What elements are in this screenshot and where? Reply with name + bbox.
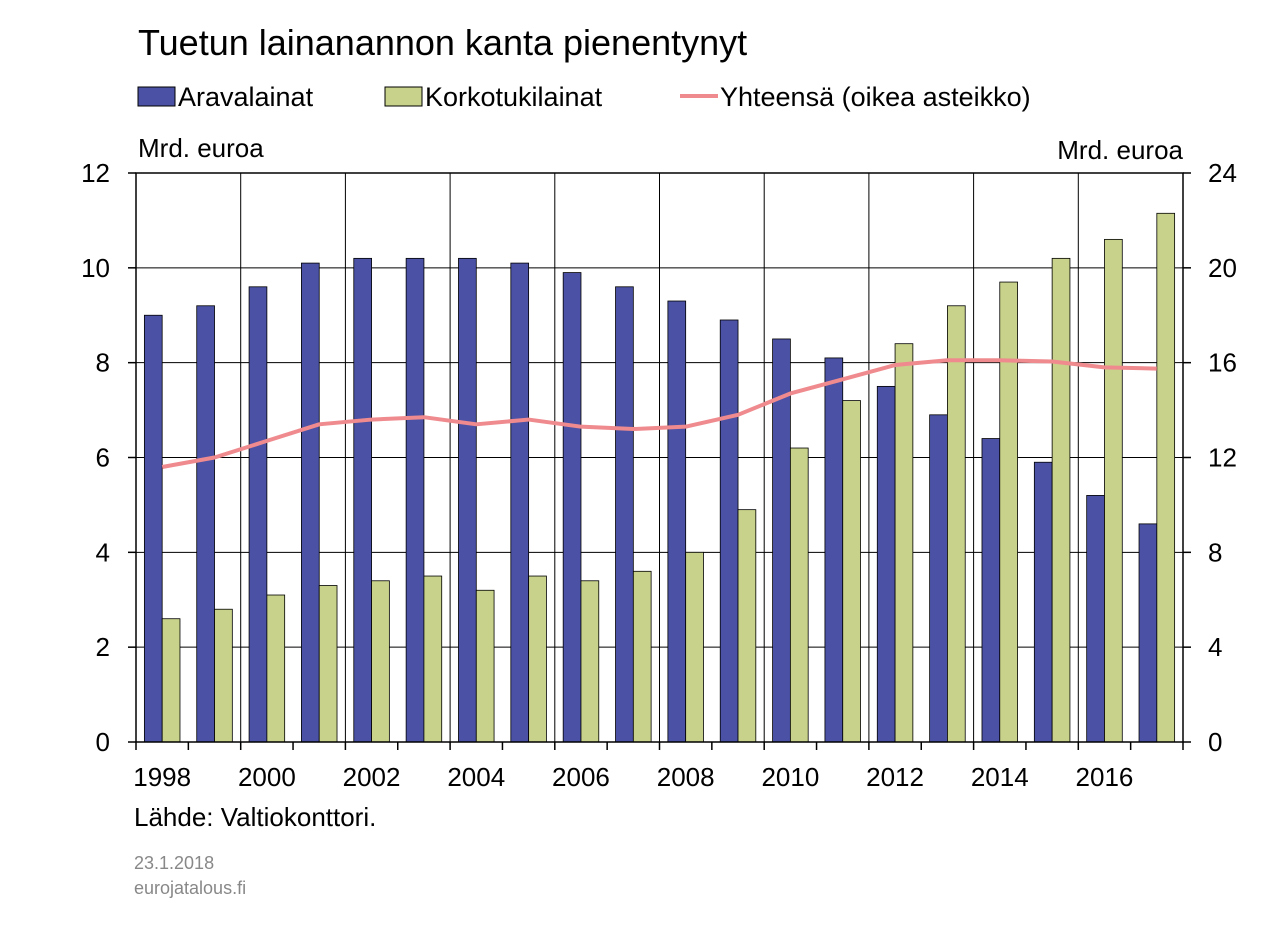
- x-tick-label: 2014: [971, 762, 1029, 792]
- bar-korkotukilainat-2013: [947, 305, 966, 743]
- bar-aravalainat-1999: [196, 305, 215, 743]
- bar-korkotukilainat-2012: [894, 343, 914, 743]
- left-axis-unit: Mrd. euroa: [138, 133, 264, 163]
- bar-aravalainat-2000: [248, 286, 268, 743]
- bar-aravalainat-2015: [1033, 461, 1053, 743]
- bar-aravalainat-2017: [1138, 523, 1158, 743]
- bar-aravalainat-2003: [405, 257, 425, 743]
- bar-korkotukilainat-2004: [475, 589, 495, 743]
- x-tick-label: 2010: [761, 762, 819, 792]
- bar-korkotukilainat-2007: [632, 570, 652, 743]
- bar-aravalainat-2012: [876, 385, 896, 743]
- bar-aravalainat-2016: [1086, 495, 1105, 743]
- gridlines: [136, 173, 1183, 742]
- bar-aravalainat-2004: [458, 257, 477, 743]
- legend-swatch-aravalainat: [137, 86, 176, 107]
- bar-aravalainat-2001: [301, 262, 320, 743]
- right-tick-label: 20: [1208, 253, 1237, 283]
- legend-swatch-korkotukilainat: [384, 86, 423, 107]
- bar-aravalainat-2013: [929, 414, 948, 743]
- bar-aravalainat-2014: [981, 438, 1001, 743]
- bar-korkotukilainat-2005: [528, 575, 547, 743]
- x-tick-label: 1998: [133, 762, 191, 792]
- right-axis-unit: Mrd. euroa: [1057, 135, 1183, 165]
- x-tick-label: 2008: [657, 762, 715, 792]
- left-tick-label: 12: [81, 158, 110, 188]
- left-tick-label: 6: [96, 443, 110, 473]
- x-tick-label: 2002: [343, 762, 401, 792]
- chart-title: Tuetun lainanannon kanta pienentynyt: [138, 22, 747, 63]
- series-line-yhteensa: [161, 358, 1157, 469]
- bar-aravalainat-2005: [510, 262, 530, 743]
- bar-korkotukilainat-2011: [842, 400, 861, 743]
- right-tick-label: 4: [1208, 632, 1222, 662]
- site-name: eurojatalous.fi: [134, 878, 246, 898]
- left-tick-label: 8: [96, 348, 110, 378]
- left-tick-label: 2: [96, 632, 110, 662]
- left-tick-label: 10: [81, 253, 110, 283]
- total-line-layer: [161, 358, 1157, 469]
- legend: Aravalainat Korkotukilainat Yhteensä (oi…: [137, 82, 1031, 112]
- legend-label-yhteensa: Yhteensä (oikea asteikko): [720, 82, 1031, 112]
- bar-korkotukilainat-2016: [1104, 238, 1123, 743]
- x-tick-label: 2016: [1076, 762, 1134, 792]
- right-tick-label: 8: [1208, 537, 1222, 567]
- bars: [143, 212, 1176, 743]
- bar-aravalainat-2006: [562, 272, 582, 743]
- bar-aravalainat-2011: [824, 357, 844, 743]
- bar-aravalainat-2002: [353, 257, 372, 743]
- bar-aravalainat-1998: [143, 314, 163, 743]
- source-note: Lähde: Valtiokonttori.: [134, 802, 376, 832]
- bar-aravalainat-2009: [719, 319, 739, 743]
- bar-korkotukilainat-1999: [214, 608, 233, 743]
- x-tick-label: 2012: [866, 762, 924, 792]
- bar-korkotukilainat-2000: [266, 594, 286, 743]
- bar-korkotukilainat-1998: [161, 618, 181, 743]
- right-tick-label: 0: [1208, 727, 1222, 757]
- bar-aravalainat-2008: [667, 300, 687, 743]
- bar-korkotukilainat-2015: [1051, 257, 1071, 743]
- right-tick-label: 24: [1208, 158, 1237, 188]
- x-tick-label: 2000: [238, 762, 296, 792]
- bar-korkotukilainat-2002: [371, 580, 390, 743]
- publish-date: 23.1.2018: [134, 853, 214, 873]
- legend-label-korkotukilainat: Korkotukilainat: [425, 82, 603, 112]
- bar-korkotukilainat-2009: [737, 509, 757, 743]
- x-tick-label: 2006: [552, 762, 610, 792]
- bar-korkotukilainat-2014: [999, 281, 1018, 743]
- bar-korkotukilainat-2001: [318, 585, 338, 743]
- bar-korkotukilainat-2006: [580, 580, 600, 743]
- right-tick-label: 16: [1208, 348, 1237, 378]
- bar-aravalainat-2007: [615, 286, 634, 743]
- bar-korkotukilainat-2008: [685, 551, 704, 743]
- right-tick-label: 12: [1208, 443, 1237, 473]
- bar-korkotukilainat-2010: [789, 447, 809, 743]
- left-tick-label: 0: [96, 727, 110, 757]
- legend-label-aravalainat: Aravalainat: [178, 82, 314, 112]
- left-tick-label: 4: [96, 537, 110, 567]
- bar-korkotukilainat-2003: [423, 575, 443, 743]
- bar-korkotukilainat-2017: [1156, 212, 1176, 743]
- x-tick-label: 2004: [447, 762, 505, 792]
